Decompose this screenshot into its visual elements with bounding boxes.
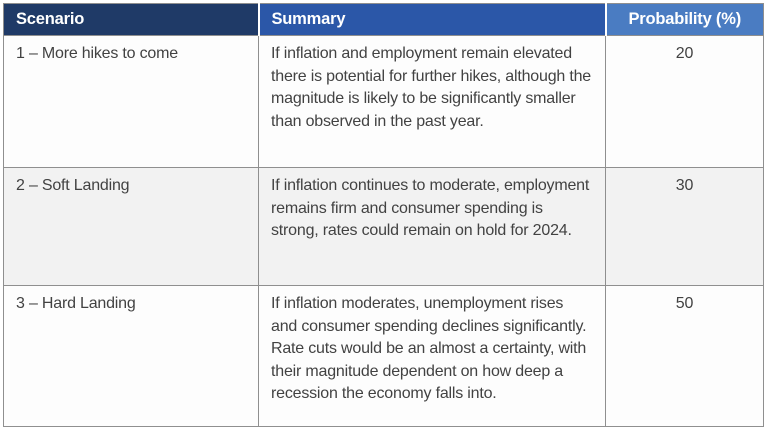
summary-cell: If inflation and employment remain eleva… [258,35,606,168]
summary-cell: If inflation continues to moderate, empl… [258,167,606,286]
column-header-summary: Summary [257,3,606,36]
scenario-cell: 1 – More hikes to come [3,35,259,168]
header-row: Scenario Summary Probability (%) [3,3,764,36]
scenario-probability-table: Scenario Summary Probability (%) 1 – Mor… [3,3,764,427]
scenario-probability-table-container: Scenario Summary Probability (%) 1 – Mor… [3,3,764,427]
column-header-scenario: Scenario [3,3,259,36]
summary-cell: If inflation moderates, unemployment ris… [258,285,606,427]
probability-cell: 20 [605,35,764,168]
probability-cell: 50 [605,285,764,427]
column-header-probability: Probability (%) [604,3,764,36]
table-row: 3 – Hard Landing If inflation moderates,… [3,285,764,427]
scenario-cell: 3 – Hard Landing [3,285,259,427]
table-row: 2 – Soft Landing If inflation continues … [3,167,764,286]
scenario-cell: 2 – Soft Landing [3,167,259,286]
table-row: 1 – More hikes to come If inflation and … [3,35,764,168]
probability-cell: 30 [605,167,764,286]
